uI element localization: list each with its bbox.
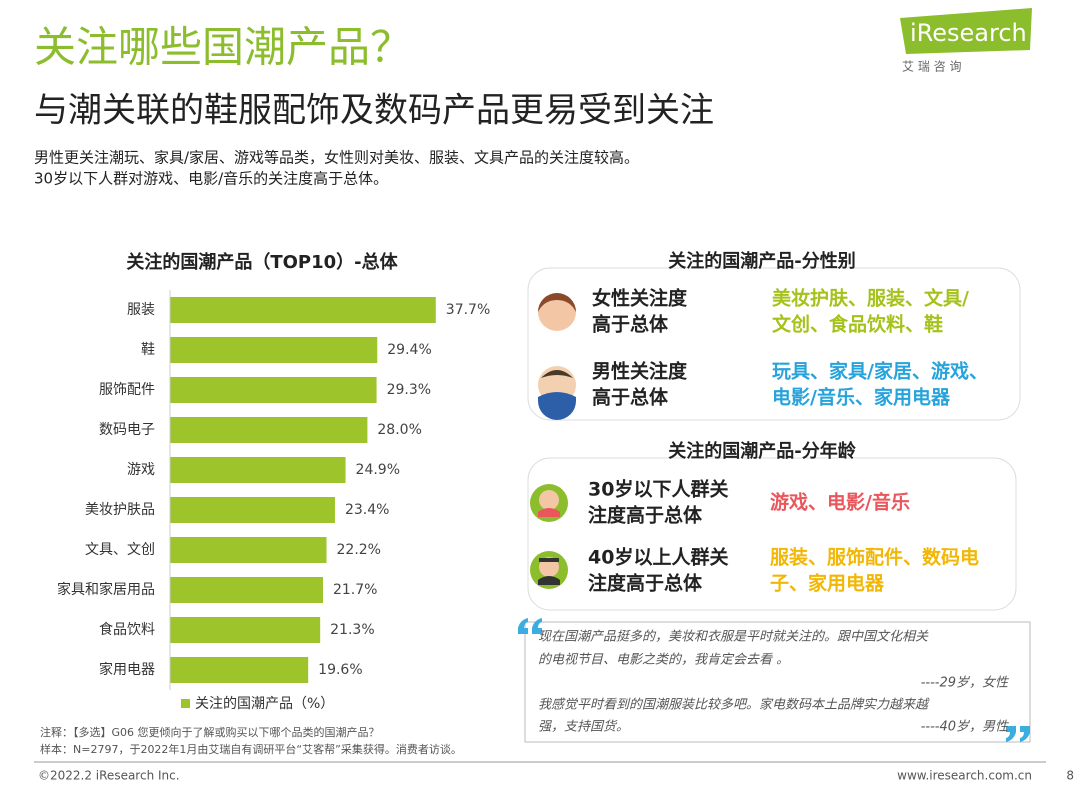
y-tick-label: 服装 xyxy=(127,302,155,318)
quote-mark xyxy=(1006,726,1030,742)
panel xyxy=(527,267,1021,421)
row-highlight: 子、家用电器 xyxy=(770,572,885,595)
row-highlight: 美妆护肤、服装、文具/ xyxy=(772,287,969,310)
bar xyxy=(170,537,327,563)
y-tick-label: 文具、文创 xyxy=(85,542,155,558)
note: 注释：【多选】G06 您更倾向于了解或购买以下哪个品类的国潮产品？ xyxy=(40,725,380,739)
row-label: 30岁以下人群关 xyxy=(588,478,728,501)
description: 男性更关注潮玩、家具/家居、游戏等品类，女性则对美妆、服装、文具产品的关注度较高… xyxy=(34,149,639,167)
copyright: ©2022.2 iResearch Inc. xyxy=(38,769,180,783)
row-label: 高于总体 xyxy=(592,386,669,409)
logo-brand: iResearch xyxy=(910,19,1027,47)
y-tick-label: 鞋 xyxy=(141,342,155,358)
value-label: 23.4% xyxy=(345,502,389,518)
y-tick-label: 家用电器 xyxy=(99,661,155,678)
quote-mark xyxy=(518,618,542,634)
y-tick-label: 家具和家居用品 xyxy=(57,581,155,598)
value-label: 29.3% xyxy=(387,382,431,398)
legend-swatch xyxy=(181,699,190,708)
logo-bg xyxy=(900,8,1032,54)
page-number: 8 xyxy=(1066,769,1074,783)
panel xyxy=(527,457,1017,611)
bar xyxy=(170,337,378,363)
quote-line: 我感觉平时看到的国潮服装比较多吧。家电数码本土品牌实力越来越 xyxy=(538,697,930,713)
quote-box xyxy=(524,621,1031,743)
quote-line: 现在国潮产品挺多的，美妆和衣服是平时就关注的。跟中国文化相关 xyxy=(538,629,929,645)
bar xyxy=(170,457,346,483)
row-label: 男性关注度 xyxy=(592,360,688,383)
row-label: 女性关注度 xyxy=(592,287,688,310)
avatars xyxy=(530,293,576,589)
website: www.iresearch.com.cn xyxy=(897,769,1032,783)
row-highlight: 电影/音乐、家用电器 xyxy=(772,386,951,409)
row-label: 40岁以上人群关 xyxy=(588,546,728,569)
quote-line: ----29岁，女性 xyxy=(921,675,1010,691)
bar xyxy=(170,497,335,523)
value-label: 24.9% xyxy=(356,462,400,478)
note: 样本：N=2797，于2022年1月由艾瑞自有调研平台“艾客帮”采集获得。消费者… xyxy=(40,742,462,756)
description: 30岁以下人群对游戏、电影/音乐的关注度高于总体。 xyxy=(34,170,388,188)
row-highlight: 玩具、家具/家居、游戏、 xyxy=(772,360,988,383)
panel-title: 关注的国潮产品-分年龄 xyxy=(668,440,856,462)
row-label: 注度高于总体 xyxy=(588,504,703,527)
row-label: 高于总体 xyxy=(592,313,669,336)
chart-title: 关注的国潮产品（TOP10）-总体 xyxy=(126,251,398,273)
subtitle: 与潮关联的鞋服配饰及数码产品更易受到关注 xyxy=(34,91,714,131)
bar xyxy=(170,417,368,443)
row-highlight: 游戏、电影/音乐 xyxy=(770,491,910,514)
quote-line: ----40岁，男性 xyxy=(921,720,1010,735)
quote-line: 的电视节目、电影之类的，我肯定会去看 。 xyxy=(538,652,789,668)
y-tick-label: 数码电子 xyxy=(99,422,155,438)
bar xyxy=(170,657,309,683)
value-label: 21.3% xyxy=(330,622,374,638)
bar xyxy=(170,617,321,643)
y-tick-label: 游戏 xyxy=(127,462,155,478)
title: 关注哪些国潮产品？ xyxy=(34,23,412,72)
legend-label: 关注的国潮产品（%） xyxy=(195,696,334,712)
bar xyxy=(170,577,323,603)
value-label: 28.0% xyxy=(377,422,421,438)
row-label: 注度高于总体 xyxy=(588,572,703,595)
value-label: 29.4% xyxy=(387,342,431,358)
value-label: 22.2% xyxy=(337,542,381,558)
row-highlight: 服装、服饰配件、数码电 xyxy=(770,546,979,569)
value-label: 37.7% xyxy=(446,302,490,318)
y-tick-label: 服饰配件 xyxy=(99,382,155,398)
value-label: 21.7% xyxy=(333,582,377,598)
y-tick-label: 美妆护肤品 xyxy=(85,502,155,518)
logo-tagline: 艾 瑞 咨 询 xyxy=(902,59,961,74)
value-label: 19.6% xyxy=(318,662,362,678)
quote-line: 强，支持国货。 xyxy=(538,720,629,735)
bar xyxy=(170,297,436,323)
panel-title: 关注的国潮产品-分性别 xyxy=(668,250,855,272)
row-highlight: 文创、食品饮料、鞋 xyxy=(772,313,943,336)
y-tick-label: 食品饮料 xyxy=(99,621,155,638)
bar xyxy=(170,377,377,403)
